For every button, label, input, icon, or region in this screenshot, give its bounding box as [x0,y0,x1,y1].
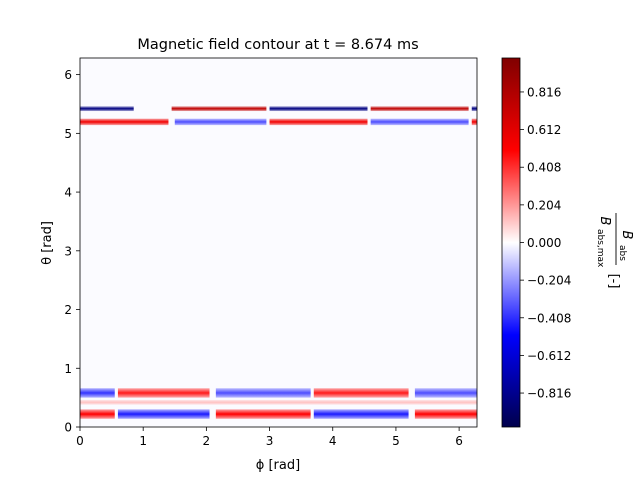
heatmap-band-segment [117,388,210,398]
plot-frame [79,57,478,428]
heatmap-background [80,58,477,427]
x-tick-label: 6 [455,434,463,448]
colorbar-label-unit: [-] [606,274,621,289]
heatmap-band-segment [313,409,409,419]
heatmap-plot-area [79,57,478,428]
y-tick-label: 0 [64,421,72,435]
heatmap-band-segment [174,118,267,126]
heatmap-band-segment [80,106,134,112]
heatmap-band-segment [215,409,311,419]
colorbar-label-numerator: B [619,231,634,240]
heatmap-band-segment [269,106,368,112]
x-tick-label: 1 [139,434,147,448]
chart-title: Magnetic field contour at t = 8.674 ms [137,37,418,53]
heatmap-band-segment [80,399,477,405]
heatmap-band-segment [471,118,477,126]
x-axis: 0 1 2 3 4 5 6 [76,427,463,448]
colorbar-tick-label: −0.204 [527,274,571,288]
heatmap-band-segment [269,118,368,126]
x-axis-label: ϕ [rad] [256,458,300,473]
heatmap-band-segment [370,118,469,126]
heatmap-band-segment [215,388,311,398]
heatmap-band-segment [471,106,477,112]
heatmap-band-segment [80,388,115,398]
colorbar-label-numerator-sub: abs [617,245,627,261]
y-tick-label: 6 [64,68,72,82]
colorbar-tick-label: 0.000 [527,236,561,250]
colorbar-tick-label: 0.204 [527,198,561,212]
colorbar-label-denominator-sub: abs,max [595,229,605,268]
colorbar-ticks: 0.816 0.612 0.408 0.204 0.000 −0.204 −0.408 −0.… [520,85,571,401]
colorbar [501,57,521,428]
x-tick-label: 0 [76,434,84,448]
colorbar-tick-label: −0.816 [527,387,571,401]
y-tick-label: 1 [64,362,72,376]
y-tick-label: 4 [64,186,72,200]
colorbar-tick-label: 0.612 [527,123,561,137]
heatmap-band-segment [414,409,477,419]
heatmap-band-segment [80,118,169,126]
y-tick-label: 2 [64,303,72,317]
x-tick-label: 3 [266,434,274,448]
heatmap-band-segment [370,106,469,112]
y-axis: 0 1 2 3 4 5 6 [64,68,80,435]
y-tick-label: 3 [64,244,72,258]
heatmap-band-segment [117,409,210,419]
heatmap-band-segment [171,106,267,112]
colorbar-tick-label: −0.408 [527,311,571,325]
x-tick-label: 5 [392,434,400,448]
x-tick-label: 4 [329,434,337,448]
colorbar-label: B abs B abs,max [-] [595,213,634,288]
colorbar-tick-label: 0.816 [527,85,561,99]
y-axis-label: θ [rad] [40,221,55,265]
heatmap-band-segment [313,388,409,398]
x-tick-label: 2 [203,434,211,448]
heatmap-band-segment [80,409,115,419]
colorbar-label-denominator: B [597,217,612,226]
heatmap-band-segment [414,388,477,398]
colorbar-tick-label: −0.612 [527,349,571,363]
y-tick-label: 5 [64,127,72,141]
colorbar-tick-label: 0.408 [527,161,561,175]
